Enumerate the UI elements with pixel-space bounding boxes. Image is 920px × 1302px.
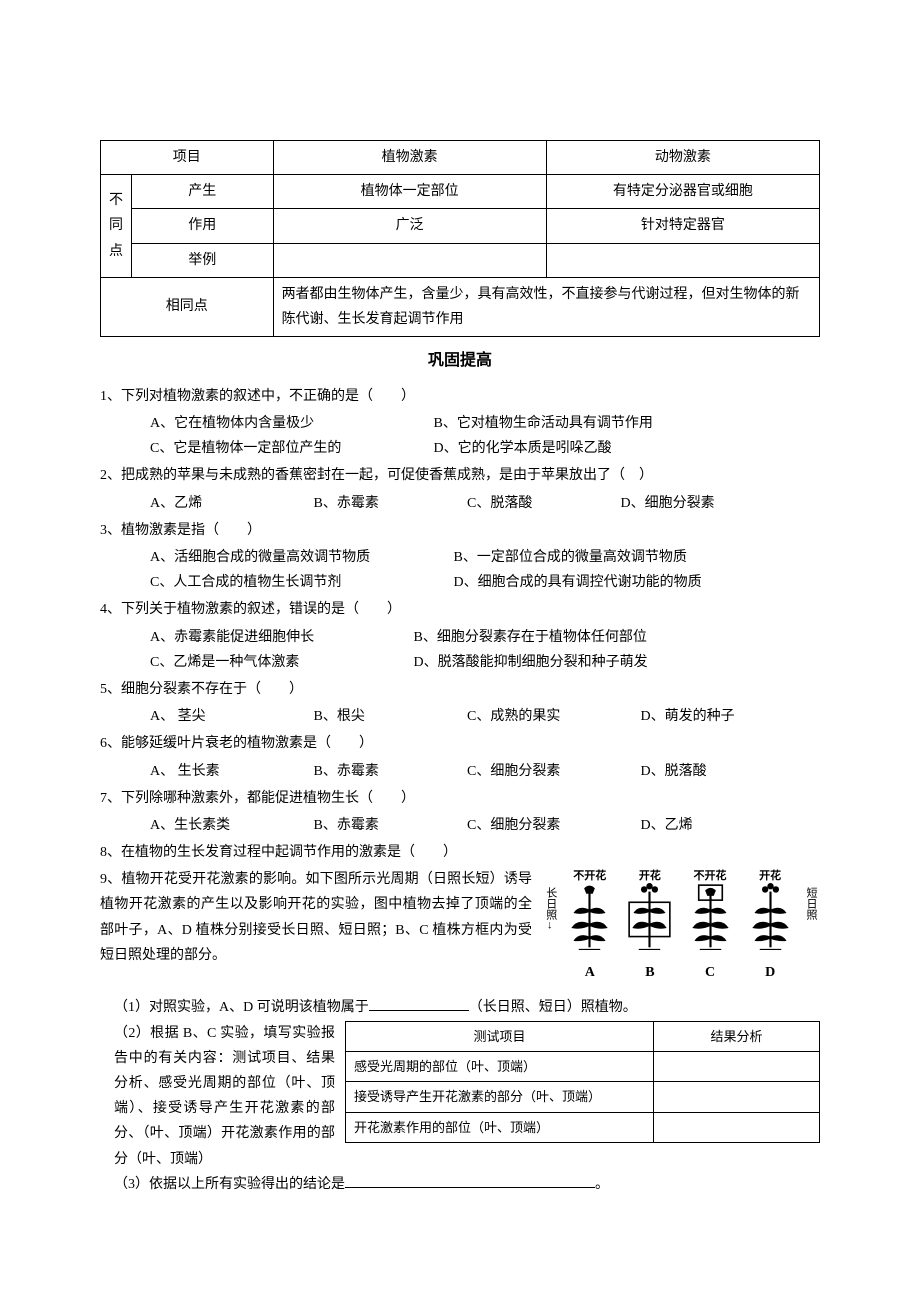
plant-b-icon [622,883,677,958]
row-plant: 植物体一定部位 [273,175,546,209]
results-r3: 开花激素作用的部位（叶、顶端） [346,1112,654,1142]
same-label: 相同点 [101,277,274,336]
row-item: 举例 [132,243,274,277]
blank-fill[interactable] [345,1172,595,1187]
q7-opt-b: B、赤霉素 [314,813,464,838]
plant-d-icon [743,883,798,958]
diff-label: 不同点 [101,175,132,278]
q5-stem: 5、细胞分裂素不存在于（ ） [100,677,820,702]
q6-opt-c: C、细胞分裂素 [467,759,637,784]
q3-opt-d: D、细胞合成的具有调控代谢功能的物质 [454,575,702,590]
q6-stem: 6、能够延缓叶片衰老的植物激素是（ ） [100,731,820,756]
q6-opt-b: B、赤霉素 [314,759,464,784]
q7-opt-c: C、细胞分裂素 [467,813,637,838]
q3-stem: 3、植物激素是指（ ） [100,518,820,543]
q9-sub2: （2）根据 B、C 实验，填写实验报告中的有关内容：测试项目、结果分析、感受光周… [100,1021,350,1172]
q9-sub3-post: 。 [595,1177,609,1192]
q5-opt-d: D、萌发的种子 [641,709,735,724]
plant-bottom-label: B [645,960,654,985]
q4-opt-d: D、脱落酸能抑制细胞分裂和种子萌发 [414,655,648,670]
q3-opt-b: B、一定部位合成的微量高效调节物质 [454,550,687,565]
plant-top-label: 开花 [639,867,661,881]
q1-opt-c: C、它是植物体一定部位产生的 [150,436,430,461]
row-animal: 针对特定器官 [546,209,819,243]
q9-sub3: （3）依据以上所有实验得出的结论是 。 [100,1172,820,1197]
q9-sub1-post: （长日照、短日）照植物。 [469,1000,637,1015]
q3-opt-a: A、活细胞合成的微量高效调节物质 [150,545,450,570]
results-h2: 结果分析 [654,1021,820,1051]
section-title: 巩固提高 [100,347,820,376]
q4-opt-b: B、细胞分裂素存在于植物体任何部位 [414,630,647,645]
plant-figure: 长日照→ 不开花 A [540,867,820,985]
q2-opt-c: C、脱落酸 [467,491,617,516]
results-blank[interactable] [654,1112,820,1142]
q2-stem: 2、把成熟的苹果与未成熟的香蕉密封在一起，可促使香蕉成熟，是由于苹果放出了（ ） [100,463,820,488]
left-side-label: 长日照→ [540,867,560,931]
q4-opt-a: A、赤霉素能促进细胞伸长 [150,625,410,650]
q1-opt-d: D、它的化学本质是吲哚乙酸 [434,441,612,456]
blank-fill[interactable] [369,996,469,1011]
hormone-compare-table: 项目 植物激素 动物激素 不同点 产生 植物体一定部位 有特定分泌器官或细胞 作… [100,140,820,337]
q1-stem: 1、下列对植物激素的叙述中，不正确的是（ ） [100,384,820,409]
q9-sub1-pre: （1）对照实验，A、D 可说明该植物属于 [114,1000,369,1015]
q1-opt-a: A、它在植物体内含量极少 [150,411,430,436]
q7-stem: 7、下列除哪种激素外，都能促进植物生长（ ） [100,786,820,811]
results-r1: 感受光周期的部位（叶、顶端） [346,1052,654,1082]
row-plant [273,243,546,277]
plant-a-icon [562,883,617,958]
results-r2: 接受诱导产生开花激素的部分（叶、顶端） [346,1082,654,1112]
q2-opt-a: A、乙烯 [150,491,310,516]
plant-bottom-label: D [765,960,775,985]
right-side-label: 短日照 [800,867,820,920]
row-item: 作用 [132,209,274,243]
q2-opt-b: B、赤霉素 [314,491,464,516]
plant-top-label: 开花 [759,867,781,881]
results-table: 测试项目 结果分析 感受光周期的部位（叶、顶端） 接受诱导产生开花激素的部分（叶… [345,1021,820,1144]
q5-opt-a: A、 茎尖 [150,704,310,729]
results-blank[interactable] [654,1052,820,1082]
q4-stem: 4、下列关于植物激素的叙述，错误的是（ ） [100,597,820,622]
plant-top-label: 不开花 [573,867,606,881]
th-plant: 植物激素 [273,141,546,175]
same-content: 两者都由生物体产生，含量少，具有高效性，不直接参与代谢过程，但对生物体的新陈代谢… [273,277,819,336]
row-plant: 广泛 [273,209,546,243]
q6-opt-a: A、 生长素 [150,759,310,784]
plant-bottom-label: A [585,960,595,985]
th-item: 项目 [101,141,274,175]
q6-opt-d: D、脱落酸 [641,764,707,779]
q3-opt-c: C、人工合成的植物生长调节剂 [150,570,450,595]
q8-stem: 8、在植物的生长发育过程中起调节作用的激素是（ ） [100,840,820,865]
q9-sub3-pre: （3）依据以上所有实验得出的结论是 [114,1177,345,1192]
q5-opt-c: C、成熟的果实 [467,704,637,729]
th-animal: 动物激素 [546,141,819,175]
q7-opt-d: D、乙烯 [641,818,693,833]
q4-opt-c: C、乙烯是一种气体激素 [150,650,410,675]
q1-opt-b: B、它对植物生命活动具有调节作用 [434,416,653,431]
row-item: 产生 [132,175,274,209]
q9-sub1: （1）对照实验，A、D 可说明该植物属于 （长日照、短日）照植物。 [100,995,820,1020]
plant-c-icon [683,883,738,958]
q5-opt-b: B、根尖 [314,704,464,729]
q7-opt-a: A、生长素类 [150,813,310,838]
results-h1: 测试项目 [346,1021,654,1051]
plant-bottom-label: C [705,960,715,985]
row-animal [546,243,819,277]
plant-top-label: 不开花 [694,867,727,881]
results-blank[interactable] [654,1082,820,1112]
row-animal: 有特定分泌器官或细胞 [546,175,819,209]
q2-opt-d: D、细胞分裂素 [621,496,715,511]
